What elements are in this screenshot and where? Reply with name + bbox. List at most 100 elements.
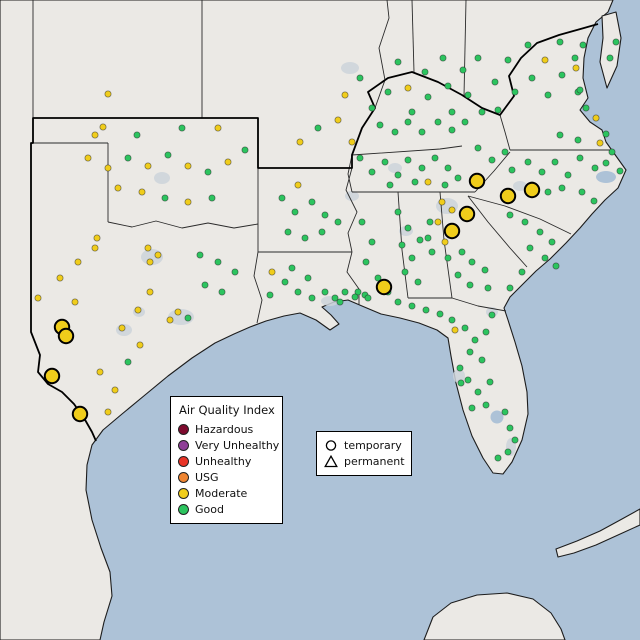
permanent-monitor-dot-good	[184, 314, 192, 322]
permanent-monitor-dot-good	[511, 88, 519, 96]
permanent-monitor-dot-moderate	[434, 218, 442, 226]
permanent-monitor-dot-good	[454, 271, 462, 279]
permanent-monitor-dot-good	[291, 208, 299, 216]
permanent-monitor-dot-good	[468, 258, 476, 266]
usg-swatch-icon	[178, 471, 189, 483]
permanent-monitor-dot-good	[464, 91, 472, 99]
permanent-monitor-dot-moderate	[592, 114, 600, 122]
permanent-monitor-dot-moderate	[93, 234, 101, 242]
permanent-monitor-dot-moderate	[34, 294, 42, 302]
permanent-monitor-dot-good	[582, 104, 590, 112]
inland-water	[490, 171, 616, 424]
permanent-monitor-dot-good	[494, 454, 502, 462]
permanent-monitor-dot-good	[424, 234, 432, 242]
permanent-monitor-dot-moderate	[138, 188, 146, 196]
mainland-landmass	[0, 0, 627, 640]
permanent-monitor-dot-good	[576, 86, 584, 94]
permanent-monitor-dot-moderate	[572, 64, 580, 72]
permanent-monitor-dot-good	[218, 288, 226, 296]
permanent-monitor-dot-good	[464, 376, 472, 384]
permanent-monitor-dot-good	[488, 156, 496, 164]
permanent-monitor-dot-good	[418, 164, 426, 172]
permanent-monitor-dot-good	[612, 38, 620, 46]
marker-type-legend: temporary permanent	[316, 431, 412, 476]
permanent-monitor-dot-good	[436, 310, 444, 318]
permanent-monitor-dot-good	[214, 258, 222, 266]
hazardous-swatch-icon	[178, 423, 189, 435]
permanent-monitor-dot-good	[488, 311, 496, 319]
permanent-monitor-dot-good	[124, 154, 132, 162]
aqi-legend-item-unhealthy: Unhealthy	[178, 453, 273, 469]
permanent-monitor-dot-good	[281, 278, 289, 286]
aqi-legend-item-good: Good	[178, 501, 273, 517]
permanent-monitor-dot-good	[439, 54, 447, 62]
moderate-swatch-icon	[178, 487, 189, 499]
permanent-monitor-dot-moderate	[104, 408, 112, 416]
permanent-monitor-dot-moderate	[438, 198, 446, 206]
temporary-monitor-circle-moderate	[468, 172, 486, 190]
permanent-monitor-dot-moderate	[268, 268, 276, 276]
usg-label: USG	[195, 470, 219, 484]
permanent-monitor-dot-good	[301, 234, 309, 242]
permanent-monitor-dot-good	[404, 224, 412, 232]
temporary-circle-icon	[324, 439, 338, 452]
permanent-monitor-dot-good	[364, 294, 372, 302]
permanent-monitor-dot-good	[482, 328, 490, 336]
permanent-monitor-dot-good	[548, 238, 556, 246]
temporary-label: temporary	[344, 438, 402, 452]
very-unhealthy-label: Very Unhealthy	[195, 438, 280, 452]
permanent-monitor-dot-good	[474, 388, 482, 396]
permanent-monitor-dot-good	[552, 262, 560, 270]
permanent-monitor-dot-good	[474, 144, 482, 152]
permanent-monitor-dot-good	[404, 156, 412, 164]
permanent-monitor-dot-good	[368, 168, 376, 176]
permanent-monitor-dot-good	[504, 56, 512, 64]
permanent-monitor-dot-good	[314, 124, 322, 132]
permanent-monitor-dot-good	[368, 238, 376, 246]
permanent-monitor-dot-good	[422, 306, 430, 314]
permanent-monitor-dot-good	[538, 168, 546, 176]
permanent-monitor-dot-good	[454, 174, 462, 182]
permanent-monitor-dot-good	[434, 118, 442, 126]
permanent-monitor-dot-good	[574, 136, 582, 144]
permanent-monitor-dot-good	[602, 130, 610, 138]
permanent-monitor-dot-moderate	[136, 341, 144, 349]
permanent-monitor-dot-good	[526, 244, 534, 252]
permanent-monitor-dot-good	[511, 436, 519, 444]
permanent-monitor-dot-moderate	[348, 138, 356, 146]
permanent-monitor-dot-good	[133, 131, 141, 139]
permanent-monitor-dot-moderate	[91, 131, 99, 139]
permanent-monitor-dot-good	[478, 108, 486, 116]
permanent-monitor-dot-good	[544, 188, 552, 196]
permanent-monitor-dot-good	[421, 68, 429, 76]
permanent-monitor-dot-good	[544, 91, 552, 99]
permanent-monitor-dot-good	[404, 118, 412, 126]
temporary-monitor-circle-moderate	[57, 327, 75, 345]
permanent-monitor-dot-good	[241, 146, 249, 154]
permanent-monitor-dot-good	[551, 158, 559, 166]
permanent-monitor-dot-good	[394, 298, 402, 306]
aqi-legend-title: Air Quality Index	[179, 403, 275, 417]
permanent-monitor-dot-good	[608, 148, 616, 156]
unhealthy-swatch-icon	[178, 455, 189, 467]
permanent-monitor-dot-good	[482, 401, 490, 409]
permanent-monitor-dot-moderate	[184, 162, 192, 170]
permanent-monitor-dot-good	[368, 104, 376, 112]
permanent-monitor-dot-good	[508, 166, 516, 174]
permanent-monitor-dot-moderate	[71, 298, 79, 306]
permanent-monitor-dot-good	[591, 164, 599, 172]
permanent-monitor-dot-good	[444, 254, 452, 262]
moderate-label: Moderate	[195, 486, 248, 500]
aqi-legend-item-usg: USG	[178, 469, 273, 485]
permanent-monitor-dot-moderate	[56, 274, 64, 282]
cuba-island	[555, 508, 640, 558]
permanent-monitor-dot-moderate	[166, 316, 174, 324]
permanent-monitor-dot-good	[486, 378, 494, 386]
permanent-monitor-dot-good	[266, 291, 274, 299]
permanent-monitor-dot-good	[441, 181, 449, 189]
permanent-monitor-dot-good	[376, 121, 384, 129]
permanent-monitor-dot-good	[124, 358, 132, 366]
permanent-monitor-dot-good	[501, 148, 509, 156]
hazardous-label: Hazardous	[195, 422, 254, 436]
